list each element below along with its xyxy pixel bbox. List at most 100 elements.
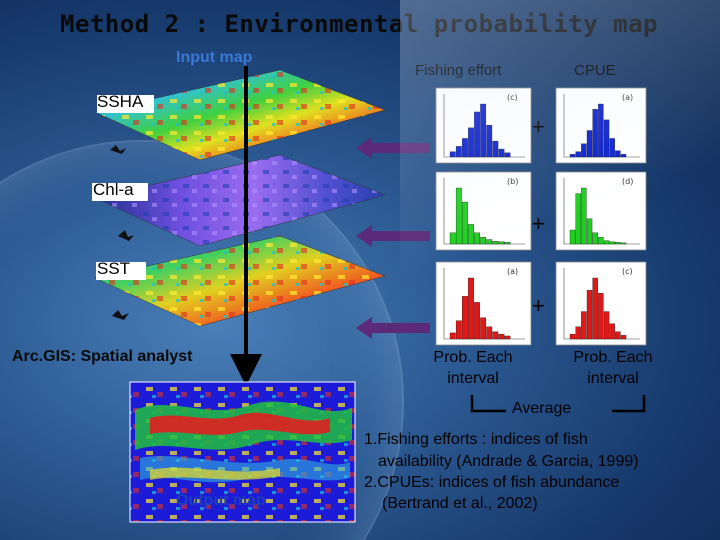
histogram-bar [449,332,456,340]
histogram-bar [609,138,615,158]
histogram-bar [603,240,610,245]
histogram-bar [598,103,604,158]
histogram-bar [575,326,581,340]
histogram-bar [498,333,505,340]
result-arrows [356,137,430,339]
histogram-bar [462,138,468,158]
layer-label-chla: Chl-a [93,180,134,199]
histogram-bar [581,143,587,158]
histogram-bar [504,152,511,158]
histogram-panel-label: (c) [622,267,633,276]
histogram-axis [563,178,640,245]
histogram-bar [581,311,587,340]
histogram-bar [598,293,604,340]
histogram-panel [435,87,532,164]
histogram-panel [435,171,532,251]
histogram-bar [462,201,468,245]
histogram-bar [504,335,511,340]
histogram-bar [615,150,621,158]
histogram-bar [474,302,480,340]
histogram-bar [455,146,462,158]
average-label: Average [512,400,572,417]
histogram-bar [609,241,615,245]
histogram-bar [586,290,593,340]
histogram-bar [592,109,598,158]
histogram-bar [486,125,493,158]
histogram-bar [468,224,474,245]
input-map-label: Input map [176,49,253,66]
histogram-bar [468,127,474,158]
histogram-axis [563,94,640,158]
cpue-header: CPUE [574,62,616,79]
histogram-bar [592,277,598,340]
histogram-bar [474,111,480,158]
histogram-bar [486,326,493,340]
histogram-bar [492,241,499,245]
histogram-panel-label: (a) [507,267,518,276]
histogram-bar [575,151,581,158]
histogram-panel [555,87,647,164]
histogram-bar [498,148,505,158]
histogram-bar [468,277,474,340]
note-line: availability (Andrade & Garcia, 1999) [378,453,639,470]
histogram-axis [443,178,525,245]
histogram-bar [581,187,587,245]
histogram-bar [620,242,627,245]
histogram-bar [609,323,615,340]
output-map [129,381,356,523]
prob-label-cpue: Prob. Each interval [573,349,653,387]
histogram-bar [620,154,627,158]
histogram-bar [455,187,462,245]
histogram-axis [443,94,525,158]
plus-sign: + [532,293,545,318]
histogram-bar [462,296,468,340]
input-map-stack [92,69,386,327]
histogram-bar [492,140,499,158]
layer-label-ssha: SSHA [97,92,144,111]
histogram-bar [575,193,581,245]
note-line: 2.CPUEs: indices of fish abundance [364,474,620,491]
histogram-bar [603,119,610,158]
histogram-panel-label: (c) [507,93,518,102]
histogram-bar [592,232,598,245]
histogram-panel [555,171,647,251]
histogram-bar [615,242,621,245]
histogram-bar [455,320,462,340]
histogram-bar [586,130,593,158]
tool-label: Arc.GIS: Spatial analyst [12,348,193,365]
histogram-bar [620,335,627,340]
prob-label-fishing: Prob. Each interval [433,349,513,387]
fishing-effort-header: Fishing effort [415,62,502,79]
note-line: (Bertrand et al., 2002) [382,495,538,512]
slide-title: Method 2 : Environmental probability map [60,10,658,38]
histogram-bar [598,237,604,245]
histogram-panel-label: (a) [622,93,633,102]
histogram-bar [569,333,576,340]
histogram-bar [474,232,480,245]
histogram-bar [480,103,487,158]
histogram-bar [615,331,621,340]
plus-sign: + [532,211,545,236]
arrow-chla [356,225,430,247]
note-line: 1.Fishing efforts : indices of fish [364,431,588,448]
histogram-bar [486,239,493,245]
histogram-panel-label: (b) [507,177,518,186]
histogram-bar [449,151,456,158]
histogram-bar [569,229,576,245]
histogram-bar [449,232,456,245]
output-map-label: Output map [176,492,266,509]
arrow-sst [356,317,430,339]
plus-sign: + [532,114,545,139]
histogram-bar [480,317,487,340]
histogram-panel-label: (d) [622,177,633,186]
histogram-bar [603,311,610,340]
histogram-bar [498,241,505,245]
histogram-bar [504,242,511,245]
histogram-bar [492,331,499,340]
layer-label-sst: SST [97,259,131,278]
arrow-ssha [356,137,430,159]
histogram-bar [569,154,576,158]
histogram-bar [480,237,487,245]
average-bracket [470,395,646,413]
